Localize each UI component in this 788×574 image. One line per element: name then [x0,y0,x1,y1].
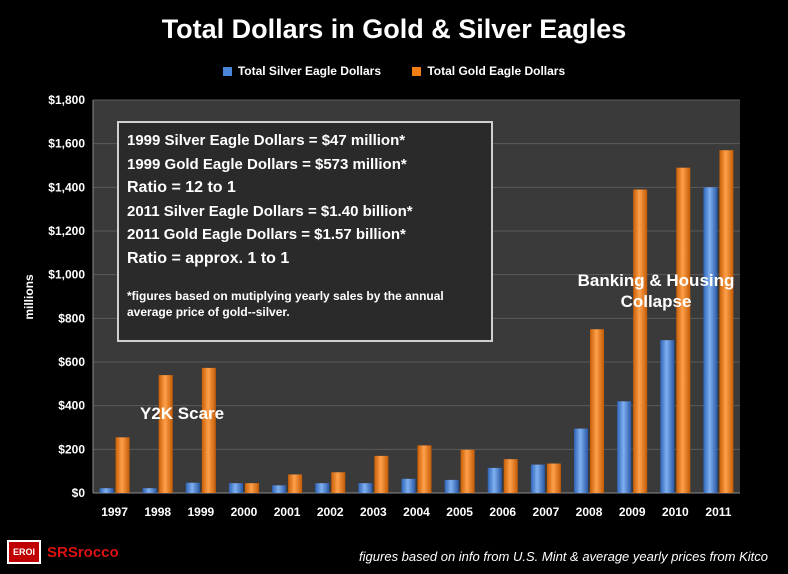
x-tick-label: 2003 [360,505,387,519]
y-tick-label: $600 [58,355,85,369]
x-tick-label: 1998 [144,505,171,519]
bar-silver [444,479,459,493]
legend-swatch-gold [412,66,422,76]
annotation-line-5: 2011 Gold Eagle Dollars = $1.57 billion* [127,226,406,243]
bar-gold [633,189,648,493]
callout-banking-line-2: Collapse [620,292,692,311]
annotation-line-2: 1999 Gold Eagle Dollars = $573 million* [127,155,407,173]
bar-silver [142,488,157,493]
callout-y2k: Y2K Scare [140,404,225,423]
y-tick-label: $200 [58,442,85,456]
bar-silver [401,478,416,493]
bar-silver [272,485,287,493]
bar-gold [546,463,561,493]
annotation-line-3: Ratio = 12 to 1 [127,179,236,196]
bar-silver [358,483,373,493]
source-note: figures based on info from U.S. Mint & a… [359,549,768,564]
bar-gold [201,367,216,493]
legend-item-gold: Total Gold Eagle Dollars [412,64,565,78]
y-tick-label: $1,200 [48,224,85,238]
bar-gold [288,474,303,493]
callout-banking-line-1: Banking & Housing [577,271,735,290]
bar-gold [244,483,259,493]
bars [99,150,734,494]
x-tick-label: 2006 [489,505,516,519]
bar-silver [574,428,589,493]
bar-gold [417,445,432,493]
legend-label-silver: Total Silver Eagle Dollars [237,64,381,78]
annotation-line-4: 2011 Silver Eagle Dollars = $1.40 billio… [127,202,413,220]
legend-swatch-silver [222,66,232,76]
legend-label-gold: Total Gold Eagle Dollars [427,64,566,78]
bar-gold [503,459,518,493]
bar-silver [487,467,502,493]
annotation-box: 1999 Silver Eagle Dollars = $47 million*… [117,121,493,342]
bar-silver [315,483,330,493]
x-tick-label: 2004 [403,505,430,519]
x-tick-label: 1997 [101,505,128,519]
y-axis-ticks: $0 $200 $400 $600 $800 $1,000 $1,200 $1,400 $1,6… [48,93,85,500]
legend-item-silver: Total Silver Eagle Dollars [222,64,381,78]
bar-gold [590,329,605,493]
x-tick-label: 2011 [705,505,731,519]
bar-gold [374,455,389,493]
x-tick-label: 2009 [619,505,646,519]
x-tick-label: 2010 [662,505,689,519]
bar-gold [115,437,130,493]
y-tick-label: $1,000 [48,268,85,282]
bar-silver [660,340,675,493]
annotation-line-6: Ratio = approx. 1 to 1 [127,249,290,267]
x-tick-label: 2007 [533,505,560,519]
logo: EROI SRSrocco [7,540,119,564]
x-tick-label: 2005 [446,505,473,519]
bar-silver [99,488,114,493]
y-tick-label: $1,600 [48,137,85,151]
legend: Total Silver Eagle Dollars Total Gold Ea… [0,64,788,79]
bar-silver [703,187,718,494]
annotation-footnote: *figures based on mutiplying yearly sale… [127,289,444,319]
y-tick-label: $1,400 [48,180,85,194]
bar-gold [158,375,173,493]
y-tick-label: $400 [58,399,85,413]
bar-gold [460,449,475,493]
x-tick-label: 2000 [231,505,258,519]
x-tick-label: 2008 [576,505,603,519]
bar-silver [185,482,200,493]
callout-banking-collapse: Banking & Housing Collapse [566,270,746,312]
x-tick-label: 1999 [187,505,214,519]
x-tick-label: 2002 [317,505,344,519]
x-axis-ticks: 1997 1998 1999 2000 2001 2002 2003 2004 2005 2006… [101,505,732,519]
bar-silver [228,483,243,493]
bar-gold [331,472,346,493]
eroi-logo-icon: EROI [7,540,41,564]
logo-text: SRSrocco [47,543,119,561]
bar-gold [719,150,734,493]
x-tick-label: 2001 [274,505,301,519]
bar-silver [617,401,632,493]
annotation-line-1: 1999 Silver Eagle Dollars = $47 million* [127,132,406,149]
y-tick-label: $0 [72,486,86,500]
chart-title: Total Dollars in Gold & Silver Eagles [161,14,627,44]
y-tick-label: $800 [58,311,85,325]
bar-silver [530,464,545,493]
y-tick-label: $1,800 [48,93,85,107]
y-axis-label: millions [22,274,36,320]
bar-gold [676,167,691,493]
